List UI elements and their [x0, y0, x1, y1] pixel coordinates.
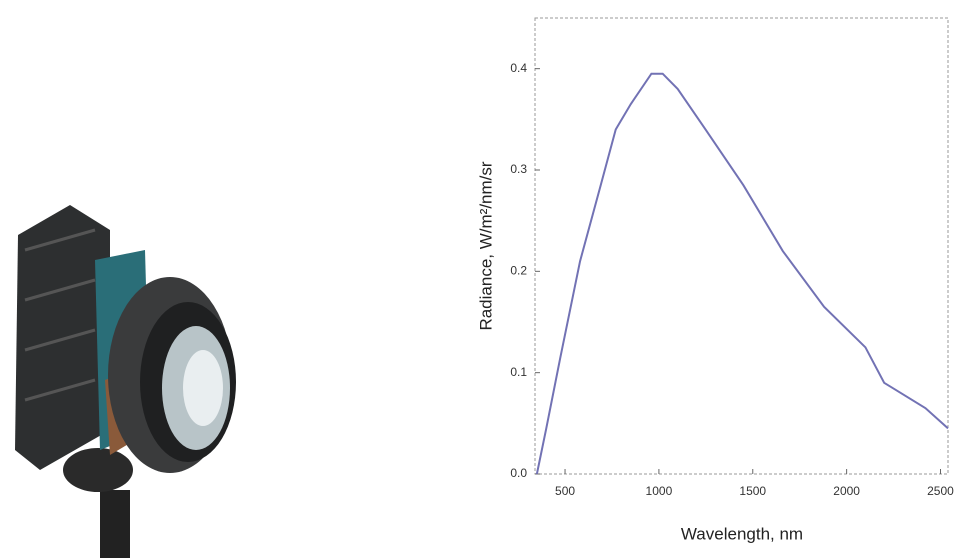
- lamp-illustration: [15, 205, 236, 558]
- x-tick-label: 1000: [646, 484, 673, 498]
- x-tick-label: 500: [555, 484, 575, 498]
- y-tick-label: 0.1: [510, 365, 527, 379]
- x-tick-label: 1500: [739, 484, 766, 498]
- y-tick-label: 0.2: [510, 264, 527, 278]
- y-tick-label: 0.4: [510, 61, 527, 75]
- y-tick-label: 0.3: [510, 162, 527, 176]
- plot-frame: [534, 17, 949, 475]
- x-tick-label: 2500: [927, 484, 954, 498]
- x-tick-label: 2000: [833, 484, 860, 498]
- y-tick-label: 0.0: [510, 466, 527, 480]
- data-line: [535, 72, 949, 475]
- y-axis-label: Radiance, W/m²/nm/sr: [476, 161, 495, 330]
- x-axis-label: Wavelength, nm: [681, 524, 803, 543]
